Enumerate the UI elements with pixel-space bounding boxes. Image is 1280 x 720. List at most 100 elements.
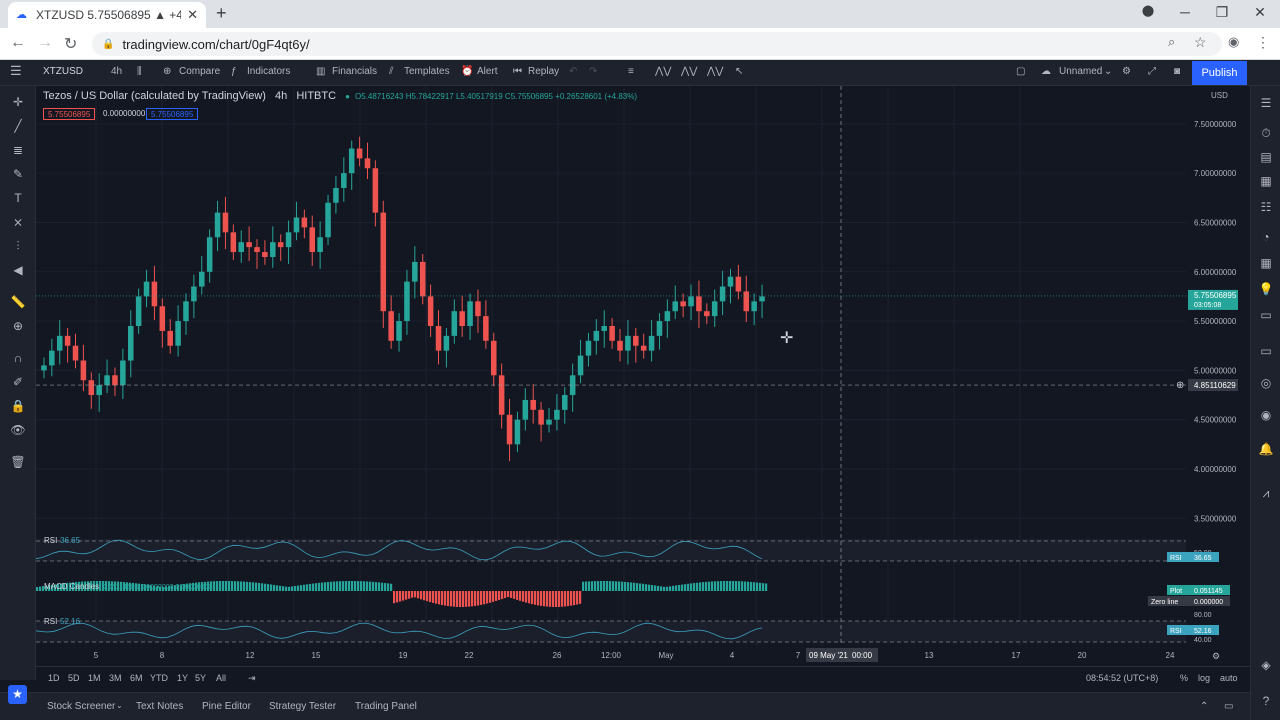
hamburger-menu-icon[interactable]: ☰ — [10, 63, 22, 78]
restore-icon[interactable]: ❐ — [1215, 4, 1229, 20]
news-icon[interactable]: ▦ — [1260, 174, 1272, 188]
browser-tab[interactable]: ☁ XTZUSD 5.75506895 ▲ +4.83% U ✕ — [8, 2, 206, 28]
financials-button[interactable]: Financials — [332, 66, 378, 77]
clock-readout[interactable]: 08:54:52 (UTC+8) — [1086, 673, 1159, 683]
lightbulb-icon[interactable]: 💡 — [1258, 282, 1274, 296]
calendar-icon[interactable]: ▦ — [1260, 256, 1272, 270]
alerts-clock-icon[interactable]: ⏱ — [1261, 126, 1271, 140]
candle-body — [254, 247, 260, 253]
reload-icon[interactable]: ↻ — [64, 36, 78, 53]
percent-toggle[interactable]: % — [1180, 673, 1189, 683]
stock-screener-chevron-icon[interactable]: ⌄ — [116, 701, 123, 710]
icons-arrow-icon[interactable]: ◀ — [13, 263, 23, 277]
cursor-arrow-icon[interactable]: ↖ — [735, 66, 744, 77]
prediction-tool-icon[interactable]: ⫶ — [16, 239, 20, 253]
compare-button[interactable]: Compare — [179, 66, 221, 77]
tf-all[interactable]: All — [216, 673, 227, 683]
profile-dropdown-icon[interactable]: ⬤ — [1141, 5, 1155, 17]
stay-drawing-icon[interactable]: ✐ — [12, 375, 24, 389]
collapse-chevron-icon[interactable]: ⌃ — [1200, 701, 1209, 712]
tf-1d[interactable]: 1D — [48, 673, 60, 683]
close-tab-icon[interactable]: ✕ — [187, 7, 198, 22]
redo-icon[interactable]: ↷ — [589, 66, 598, 77]
fib-retracement-icon[interactable]: ≣ — [12, 143, 24, 157]
tf-3m[interactable]: 3M — [109, 673, 122, 683]
tf-1y[interactable]: 1Y — [177, 673, 189, 683]
url-omnibox[interactable]: 🔒 tradingview.com/chart/0gF4qt6y/ — [92, 32, 1222, 56]
layout-chevron-down-icon[interactable]: ⌄ — [1104, 66, 1113, 77]
tf-1m[interactable]: 1M — [88, 673, 101, 683]
layers-icon[interactable]: ◈ — [1261, 658, 1271, 672]
symbol-search-button[interactable]: XTZUSD — [43, 66, 83, 77]
trash-icon[interactable]: 🗑 — [10, 455, 26, 469]
macd-bar — [279, 585, 282, 591]
tab-stock-screener[interactable]: Stock Screener — [47, 701, 116, 712]
zoom-in-icon[interactable]: ⊕ — [12, 319, 24, 333]
ruler-icon[interactable]: 📏 — [10, 295, 26, 309]
profile-avatar-icon[interactable]: ◉ — [1228, 34, 1240, 49]
log-toggle[interactable]: log — [1198, 673, 1211, 683]
trend-line-icon[interactable]: ╱ — [14, 119, 22, 133]
tf-ytd[interactable]: YTD — [150, 673, 168, 683]
hide-drawings-eye-icon[interactable]: 👁 — [10, 423, 26, 437]
bookmark-star-icon[interactable]: ☆ — [1194, 34, 1207, 50]
forward-icon[interactable]: → — [37, 34, 53, 51]
zoom-icon[interactable]: ⌕ — [1168, 34, 1176, 49]
settings-gear-icon[interactable]: ⚙ — [1122, 66, 1131, 77]
interval-button[interactable]: 4h — [111, 66, 123, 77]
layout-name[interactable]: Unnamed — [1059, 66, 1103, 77]
minimize-icon[interactable]: ─ — [1180, 4, 1190, 20]
notifications-bell-icon[interactable]: 🔔 — [1258, 442, 1274, 456]
xabcd-pattern-icon[interactable]: ⋀⋁ — [681, 66, 698, 77]
auto-toggle[interactable]: auto — [1220, 673, 1238, 683]
patterns-icon[interactable]: ≡ — [628, 66, 634, 77]
layout-square-icon[interactable]: ▢ — [1016, 66, 1026, 77]
chats-icon[interactable]: ▭ — [1260, 344, 1272, 358]
text-tool-icon[interactable]: T — [14, 191, 22, 205]
candle-body — [341, 173, 347, 188]
watchlist-icon[interactable]: ☰ — [1260, 96, 1272, 110]
replay-button[interactable]: Replay — [528, 66, 560, 77]
help-icon[interactable]: ? — [1262, 694, 1270, 708]
tab-pine-editor[interactable]: Pine Editor — [202, 701, 251, 712]
abcd-pattern-icon[interactable]: ⋀⋁ — [655, 66, 672, 77]
favorites-star-icon[interactable]: ★ — [8, 685, 27, 704]
candle-type-icon[interactable]: ⫼ — [137, 66, 142, 77]
magnet-icon[interactable]: ∩ — [13, 351, 23, 365]
elliott-wave-icon[interactable]: ⋀⋁ — [707, 66, 724, 77]
ideas-icon[interactable]: ☷ — [1260, 200, 1272, 214]
tf-5y[interactable]: 5Y — [195, 673, 207, 683]
macd-bar — [291, 586, 294, 591]
lock-drawings-icon[interactable]: 🔒 — [10, 399, 26, 413]
legend-title[interactable]: Tezos / US Dollar (calculated by Trading… — [43, 90, 266, 102]
chart-trend-icon[interactable]: ⩘ — [1262, 486, 1270, 500]
snapshot-camera-icon[interactable]: ◙ — [1174, 66, 1181, 77]
undo-icon[interactable]: ↶ — [569, 66, 578, 77]
tf-6m[interactable]: 6M — [130, 673, 143, 683]
crosshair-icon[interactable]: ✛ — [12, 95, 24, 109]
publish-button[interactable]: Publish — [1192, 61, 1247, 85]
pattern-tool-icon[interactable]: ⨯ — [12, 215, 24, 229]
hotlist-icon[interactable]: ◔ — [1262, 230, 1270, 244]
templates-button[interactable]: Templates — [404, 66, 450, 77]
browser-menu-icon[interactable]: ⋮ — [1256, 34, 1270, 50]
indicators-button[interactable]: Indicators — [247, 66, 291, 77]
tab-text-notes[interactable]: Text Notes — [136, 701, 184, 712]
brush-icon[interactable]: ✎ — [12, 167, 24, 181]
data-window-icon[interactable]: ▤ — [1260, 150, 1272, 164]
alert-button[interactable]: Alert — [477, 66, 498, 77]
streams-icon[interactable]: ◎ — [1260, 376, 1272, 390]
notes-icon[interactable]: ▭ — [1260, 308, 1272, 322]
new-tab-button[interactable]: + — [216, 3, 227, 23]
tab-strategy-tester[interactable]: Strategy Tester — [269, 701, 337, 712]
candle-body — [522, 399, 529, 420]
fullscreen-icon[interactable]: ⤢ — [1148, 66, 1156, 77]
tab-trading-panel[interactable]: Trading Panel — [355, 701, 417, 712]
tf-5d[interactable]: 5D — [68, 673, 80, 683]
close-window-icon[interactable]: ✕ — [1254, 4, 1266, 20]
maximize-panel-icon[interactable]: ▭ — [1224, 701, 1234, 712]
go-to-date-icon[interactable]: ⇥ — [248, 673, 256, 683]
back-icon[interactable]: ← — [10, 34, 26, 51]
broadcast-icon[interactable]: ◉ — [1260, 408, 1272, 422]
